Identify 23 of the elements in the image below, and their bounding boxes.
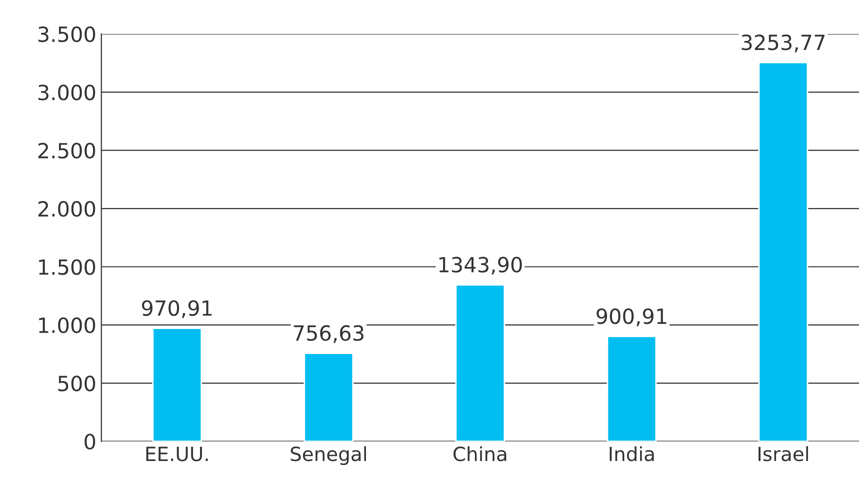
bar xyxy=(152,328,202,442)
y-tick-label: 3.000 xyxy=(38,84,96,100)
data-label: 3253,77 xyxy=(742,34,825,52)
x-tick-label: EE.UU. xyxy=(146,446,208,462)
y-tick-label: 1.000 xyxy=(39,317,96,334)
data-label: 1343,90 xyxy=(439,256,522,275)
data-label: 900,91 xyxy=(596,308,666,326)
x-tick-label: China xyxy=(454,446,506,462)
x-tick-label: Israel xyxy=(758,446,808,462)
bar xyxy=(606,336,657,442)
y-tick-label: 1.500 xyxy=(39,259,96,275)
y-tick-label: 2.000 xyxy=(38,201,96,217)
x-tick-label: India xyxy=(610,446,654,462)
data-label: 756,63 xyxy=(294,325,364,344)
y-tick-label: 3.500 xyxy=(38,26,96,42)
bar xyxy=(455,284,506,442)
x-tick-label: Senegal xyxy=(290,446,366,466)
bar xyxy=(304,352,354,442)
y-tick-label: 500 xyxy=(58,376,96,392)
y-tick-label: 2.500 xyxy=(38,142,96,159)
y-tick-label: 0 xyxy=(84,434,96,450)
bar xyxy=(758,62,808,442)
data-label: 970,91 xyxy=(142,300,212,318)
